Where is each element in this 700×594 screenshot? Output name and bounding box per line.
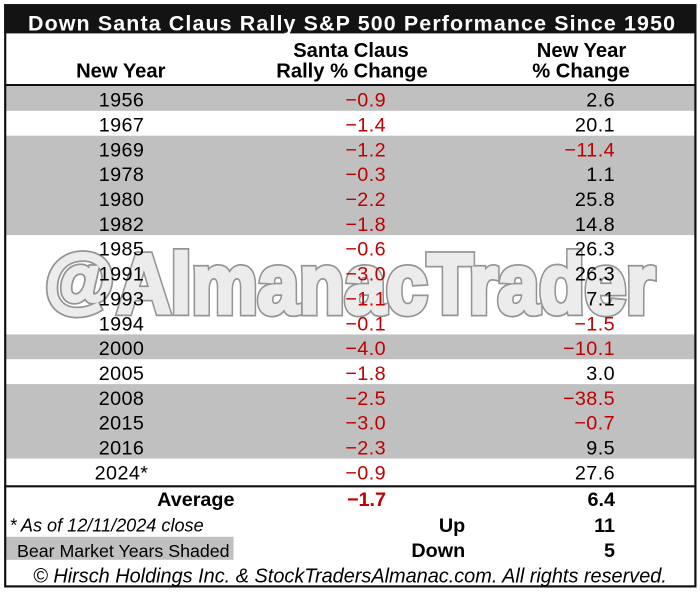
svg-text:−1.8: −1.8 — [345, 363, 386, 385]
svg-text:11: 11 — [594, 515, 615, 537]
svg-text:2024*: 2024* — [95, 462, 149, 484]
svg-text:−2.5: −2.5 — [345, 388, 386, 410]
svg-text:−0.3: −0.3 — [345, 164, 386, 186]
svg-text:@: @ — [45, 240, 114, 319]
svg-text:© Hirsch Holdings Inc. & Stock: © Hirsch Holdings Inc. & StockTradersAlm… — [33, 565, 667, 587]
svg-text:Down Santa Claus Rally S&P 500: Down Santa Claus Rally S&P 500 Performan… — [28, 12, 675, 36]
svg-text:−38.5: −38.5 — [563, 388, 615, 410]
svg-text:1980: 1980 — [99, 189, 145, 211]
svg-text:−3.0: −3.0 — [345, 413, 386, 435]
svg-text:−4.0: −4.0 — [345, 338, 386, 360]
svg-text:2016: 2016 — [99, 438, 145, 460]
svg-text:Santa Claus: Santa Claus — [293, 40, 409, 62]
svg-text:−2.3: −2.3 — [345, 438, 386, 460]
svg-text:7.1: 7.1 — [586, 288, 615, 310]
svg-text:−1.8: −1.8 — [345, 214, 386, 236]
svg-text:2.6: 2.6 — [586, 90, 615, 112]
svg-text:−1.7: −1.7 — [347, 489, 386, 511]
svg-text:1967: 1967 — [99, 115, 145, 137]
svg-text:14.8: 14.8 — [575, 214, 615, 236]
svg-text:2008: 2008 — [99, 388, 145, 410]
svg-text:New Year: New Year — [76, 61, 166, 83]
svg-text:1956: 1956 — [99, 90, 145, 112]
svg-text:@: @ — [45, 240, 114, 319]
svg-text:1994: 1994 — [99, 313, 145, 335]
svg-text:Down: Down — [411, 540, 465, 562]
svg-text:9.5: 9.5 — [586, 438, 615, 460]
svg-text:−1.4: −1.4 — [345, 115, 386, 137]
svg-text:−0.9: −0.9 — [345, 90, 386, 112]
svg-text:AlmanacTrader: AlmanacTrader — [117, 237, 655, 331]
svg-text:−0.9: −0.9 — [345, 462, 386, 484]
svg-text:6.4: 6.4 — [588, 489, 616, 511]
svg-text:−3.0: −3.0 — [345, 264, 386, 286]
svg-text:3.0: 3.0 — [586, 363, 615, 385]
svg-text:27.6: 27.6 — [575, 462, 615, 484]
svg-text:26.3: 26.3 — [575, 264, 615, 286]
svg-text:2015: 2015 — [99, 413, 145, 435]
svg-text:* As of 12/11/2024 close: * As of 12/11/2024 close — [10, 515, 204, 535]
svg-text:1969: 1969 — [99, 139, 145, 161]
svg-text:AlmanacTrader: AlmanacTrader — [117, 237, 655, 331]
svg-text:−10.1: −10.1 — [563, 338, 615, 360]
svg-text:1985: 1985 — [99, 239, 145, 261]
svg-text:−11.4: −11.4 — [564, 139, 615, 161]
svg-text:Average: Average — [157, 489, 234, 511]
svg-text:New Year: New Year — [537, 40, 627, 62]
svg-text:1991: 1991 — [99, 264, 145, 286]
svg-text:Rally % Change: Rally % Change — [276, 61, 427, 83]
svg-text:2005: 2005 — [99, 363, 145, 385]
svg-text:−1.1: −1.1 — [345, 288, 386, 310]
svg-text:2000: 2000 — [99, 338, 145, 360]
svg-text:26.3: 26.3 — [575, 239, 615, 261]
svg-text:1993: 1993 — [99, 288, 145, 310]
svg-text:−0.7: −0.7 — [574, 413, 615, 435]
svg-text:1.1: 1.1 — [586, 164, 615, 186]
svg-text:5: 5 — [604, 540, 615, 562]
svg-text:1982: 1982 — [99, 214, 145, 236]
svg-text:25.8: 25.8 — [575, 189, 615, 211]
svg-text:−0.1: −0.1 — [345, 313, 386, 335]
svg-text:−0.6: −0.6 — [345, 239, 386, 261]
svg-text:−2.2: −2.2 — [345, 189, 386, 211]
svg-text:−1.5: −1.5 — [574, 313, 615, 335]
svg-text:Up: Up — [439, 515, 465, 537]
svg-text:−1.2: −1.2 — [345, 139, 386, 161]
svg-text:1978: 1978 — [99, 164, 145, 186]
svg-text:Bear Market Years Shaded: Bear Market Years Shaded — [17, 541, 230, 561]
svg-text:20.1: 20.1 — [575, 115, 615, 137]
svg-text:% Change: % Change — [532, 61, 630, 83]
